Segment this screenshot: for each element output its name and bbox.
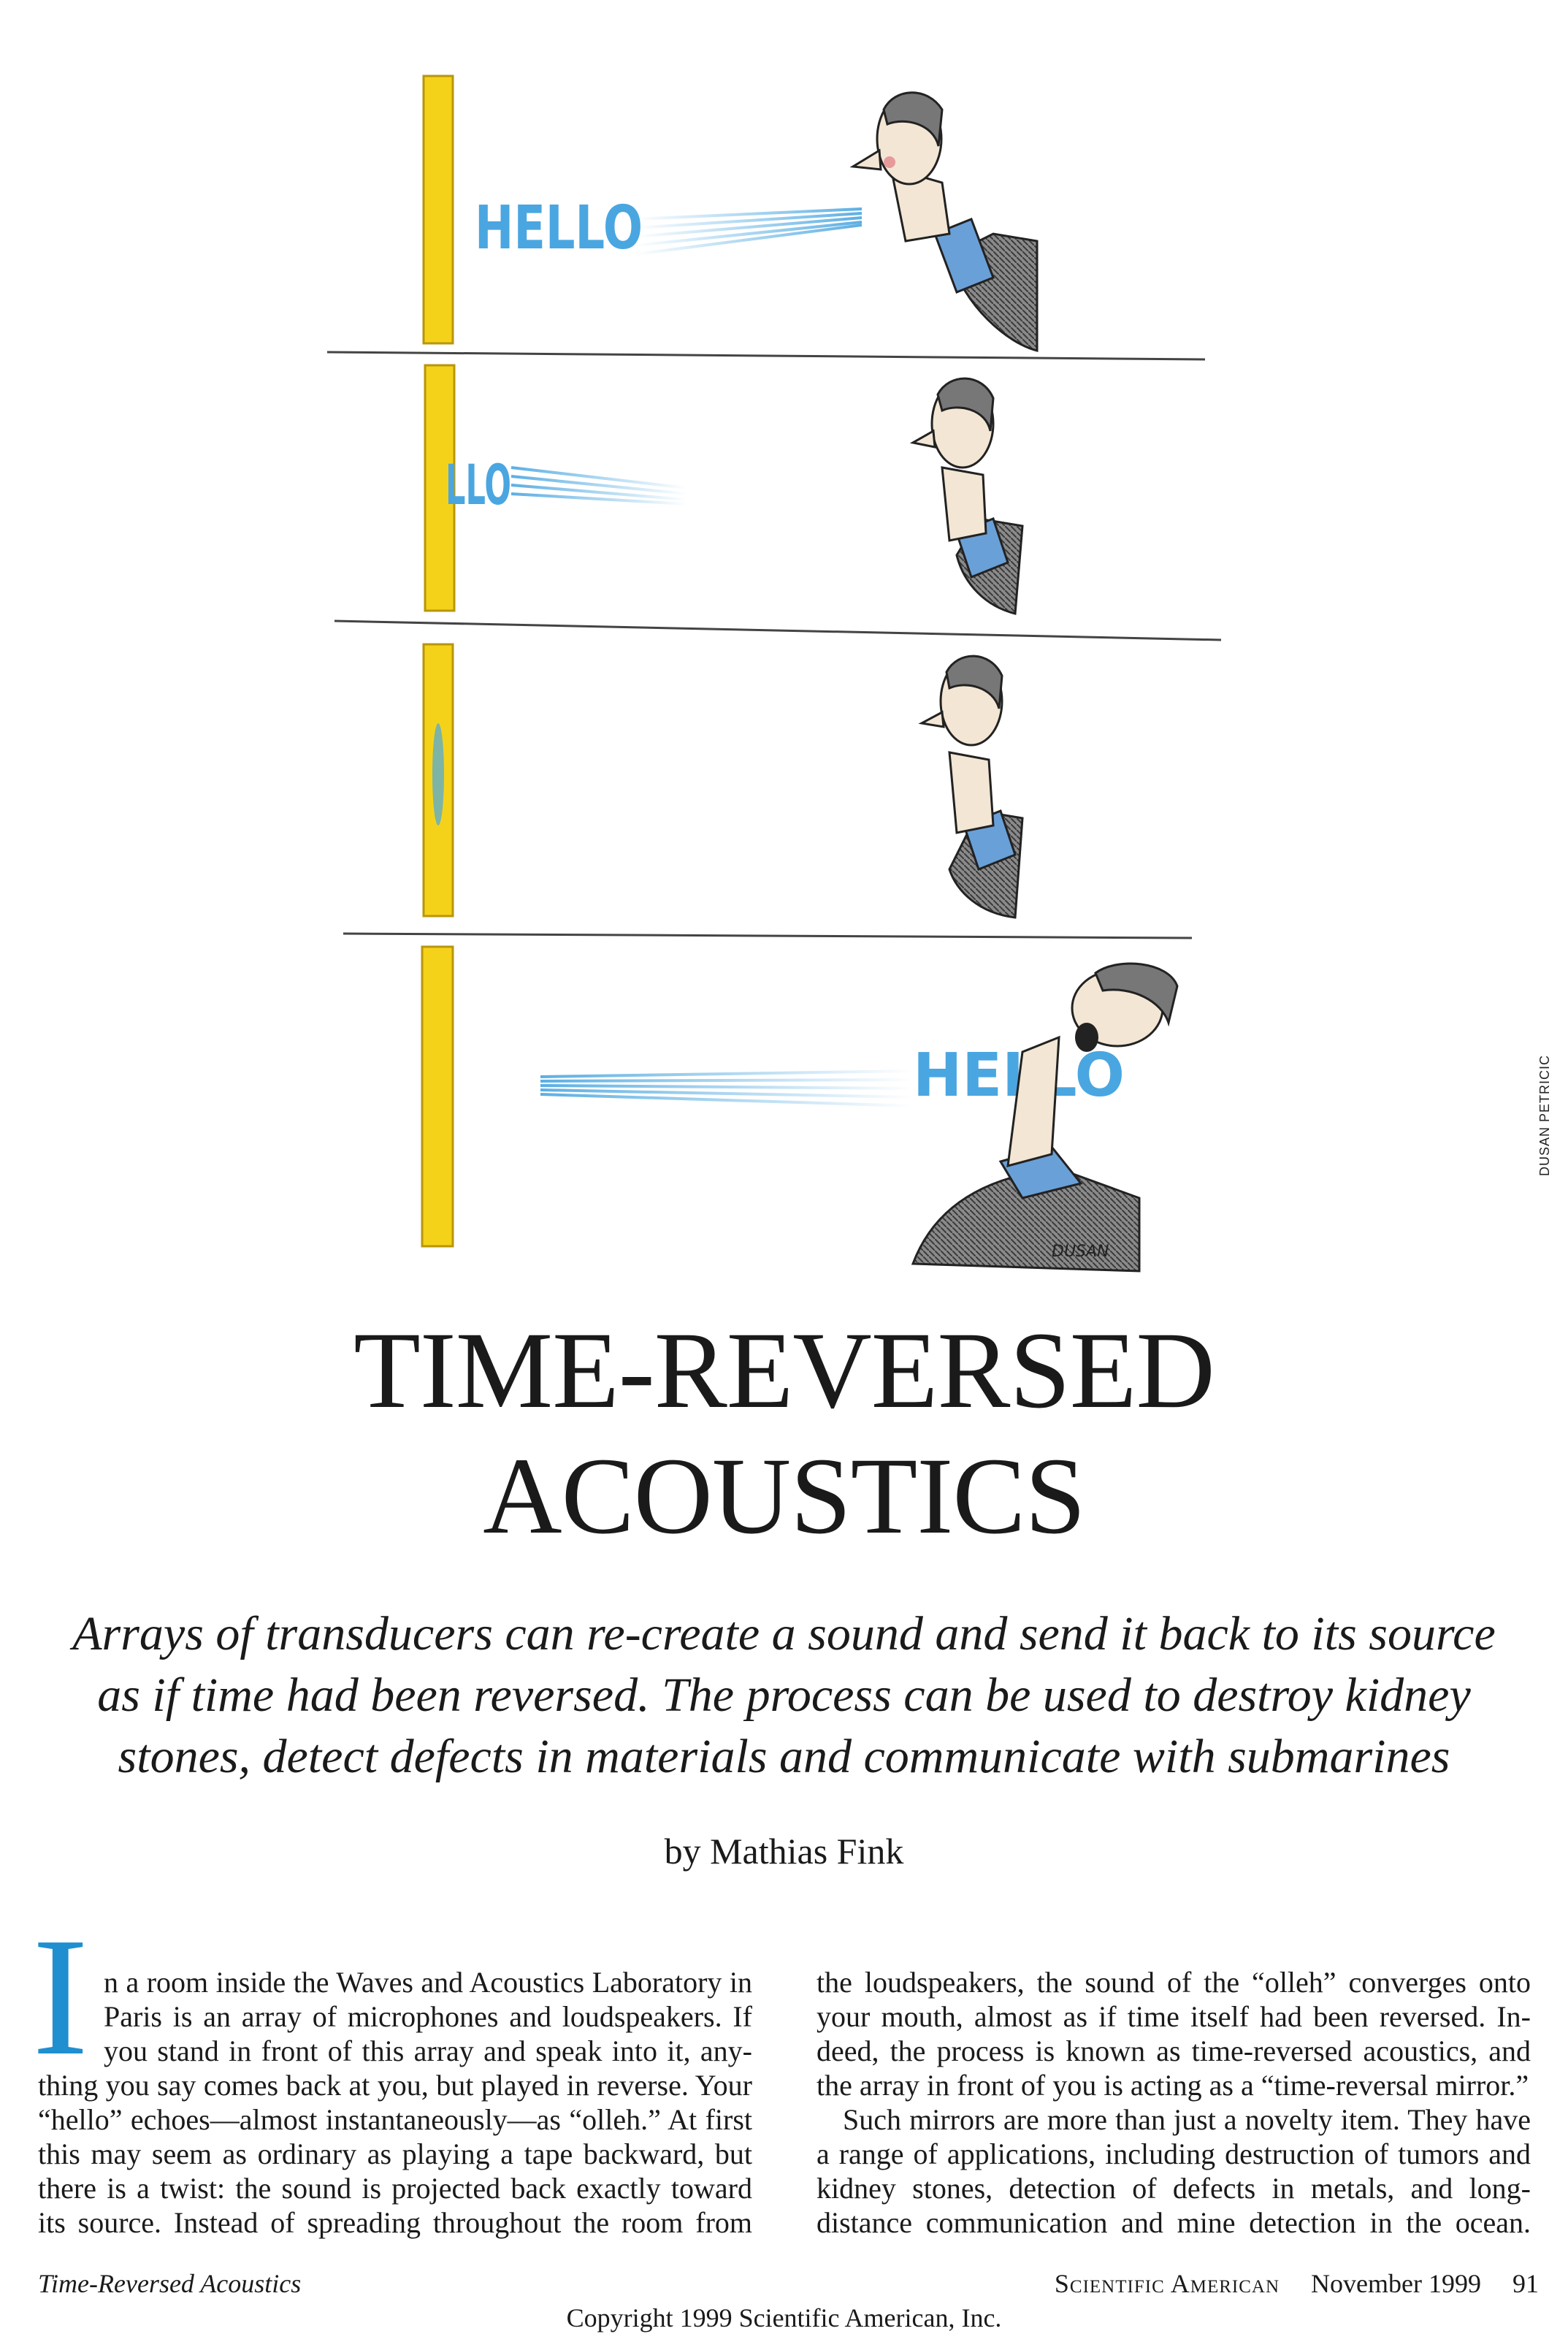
sound-streaks-4 — [540, 1069, 914, 1107]
man-4 — [911, 962, 1179, 1273]
body-line: the loudspeakers, the sound of the “olle… — [816, 1966, 1531, 1999]
byline: by Mathias Fink — [664, 1831, 904, 1872]
body-column-left: n a room inside the Waves and Acoustics … — [38, 1965, 752, 2240]
panel-speak: HELLO — [475, 91, 1039, 352]
body-line: its source. Instead of spreading through… — [38, 2206, 752, 2239]
hello-text-2: LLO — [445, 452, 511, 517]
sound-streaks-1 — [635, 207, 863, 256]
article-title: TIME-REVERSED ACOUSTICS — [0, 1308, 1568, 1559]
deck-line-3: stones, detect defects in materials and … — [118, 1730, 1450, 1783]
illustration-credit: DUSAN PETRICIC — [1537, 1054, 1552, 1176]
body-line: the array in front of you is acting as a… — [816, 2069, 1529, 2102]
sound-streaks-2 — [510, 466, 687, 506]
body-line: thing you say comes back at you, but pla… — [38, 2069, 752, 2102]
body-line: Paris is an array of microphones and lou… — [104, 2000, 752, 2033]
body-column-right: the loudspeakers, the sound of the “olle… — [816, 1965, 1531, 2240]
man-3 — [918, 655, 1024, 919]
body-line: distance communication and mine detectio… — [816, 2206, 1531, 2239]
running-title: Time-Reversed Acoustics — [38, 2269, 302, 2298]
deck-line-2: as if time had been reversed. The proces… — [97, 1668, 1471, 1722]
body-line: this may seem as ordinary as playing a t… — [38, 2137, 752, 2170]
drop-cap: I — [32, 1903, 89, 2091]
man-2 — [909, 377, 1024, 615]
page-footer: Scientific American November 1999 91 — [1055, 2268, 1539, 2299]
body-line: Such mirrors are more than just a novelt… — [843, 2103, 1531, 2136]
publication-name: Scientific American — [1054, 2269, 1280, 2298]
artist-signature: DUSAN — [1052, 1243, 1109, 1261]
body-line: your mouth, almost as if time itself had… — [816, 2000, 1531, 2033]
panel-echo: HELLO DUSAN — [540, 962, 1179, 1273]
issue-date: November 1999 — [1311, 2269, 1481, 2298]
panel-dividers — [326, 351, 1222, 939]
body-line: a range of applications, including destr… — [816, 2137, 1531, 2170]
body-line: deed, the process is known as time-rever… — [816, 2034, 1531, 2067]
hello-text-1: HELLO — [475, 194, 643, 263]
body-line: you stand in front of this array and spe… — [104, 2034, 752, 2067]
body-line: there is a twist: the sound is projected… — [38, 2172, 752, 2205]
copyright-notice: Copyright 1999 Scientific American, Inc. — [566, 2303, 1002, 2333]
body-line: kidney stones, detection of defects in m… — [816, 2172, 1531, 2205]
deck-line-1: Arrays of transducers can re-create a so… — [72, 1607, 1496, 1660]
body-line: n a room inside the Waves and Acoustics … — [104, 1966, 752, 1999]
title-line-1: TIME-REVERSED — [353, 1310, 1215, 1431]
mirror — [421, 75, 456, 1248]
page-number: 91 — [1512, 2269, 1539, 2298]
panel-reflect: LLO — [445, 377, 1024, 615]
body-line: “hello” echoes—almost instantaneously—as… — [38, 2103, 752, 2136]
panel-silent — [432, 655, 1024, 919]
illustration: HELLO LLO — [326, 75, 1222, 1273]
wave-at-mirror — [432, 723, 444, 825]
man-1 — [849, 91, 1039, 352]
article-deck: Arrays of transducers can re-create a so… — [29, 1603, 1539, 1788]
title-line-2: ACOUSTICS — [483, 1435, 1086, 1557]
